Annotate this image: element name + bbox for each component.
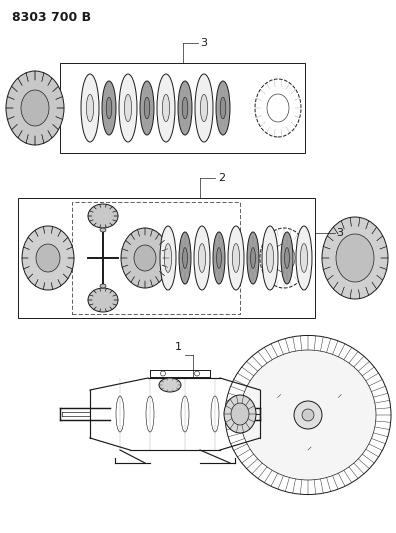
- Bar: [60, 63, 305, 153]
- Ellipse shape: [217, 248, 221, 269]
- Ellipse shape: [251, 248, 255, 269]
- Ellipse shape: [121, 228, 169, 288]
- Ellipse shape: [200, 94, 208, 122]
- Ellipse shape: [102, 81, 116, 135]
- Text: 2: 2: [218, 173, 225, 183]
- Ellipse shape: [232, 244, 240, 272]
- Ellipse shape: [231, 403, 249, 425]
- Bar: [72, 202, 240, 314]
- Bar: [18, 198, 315, 318]
- Text: 1: 1: [175, 342, 182, 352]
- Ellipse shape: [119, 74, 137, 142]
- Ellipse shape: [322, 217, 388, 299]
- Ellipse shape: [281, 232, 293, 284]
- Ellipse shape: [159, 378, 181, 392]
- Ellipse shape: [336, 234, 374, 282]
- Ellipse shape: [198, 244, 206, 272]
- Text: 3: 3: [336, 228, 343, 238]
- Circle shape: [194, 371, 200, 376]
- Ellipse shape: [88, 288, 118, 312]
- Ellipse shape: [162, 94, 169, 122]
- Ellipse shape: [178, 81, 192, 135]
- Ellipse shape: [216, 81, 230, 135]
- Ellipse shape: [224, 395, 256, 433]
- Ellipse shape: [213, 232, 225, 284]
- Ellipse shape: [100, 228, 106, 232]
- Ellipse shape: [160, 226, 176, 290]
- Ellipse shape: [86, 94, 93, 122]
- Ellipse shape: [296, 226, 312, 290]
- Circle shape: [160, 371, 166, 376]
- Ellipse shape: [240, 350, 376, 480]
- Ellipse shape: [183, 248, 187, 269]
- Ellipse shape: [124, 94, 131, 122]
- Ellipse shape: [228, 226, 244, 290]
- Ellipse shape: [88, 204, 118, 228]
- Ellipse shape: [81, 74, 99, 142]
- Ellipse shape: [267, 244, 274, 272]
- Ellipse shape: [21, 90, 49, 126]
- Text: 3: 3: [200, 38, 207, 48]
- Ellipse shape: [294, 401, 322, 429]
- Ellipse shape: [247, 232, 259, 284]
- Ellipse shape: [302, 409, 314, 421]
- Ellipse shape: [157, 74, 175, 142]
- Ellipse shape: [144, 97, 150, 119]
- Ellipse shape: [106, 97, 112, 119]
- Text: 8303 700 B: 8303 700 B: [12, 11, 91, 24]
- Ellipse shape: [140, 81, 154, 135]
- Ellipse shape: [285, 248, 289, 269]
- Ellipse shape: [195, 74, 213, 142]
- Ellipse shape: [262, 226, 278, 290]
- Ellipse shape: [194, 226, 210, 290]
- Ellipse shape: [134, 245, 156, 271]
- Ellipse shape: [36, 244, 60, 272]
- Ellipse shape: [100, 284, 106, 288]
- Ellipse shape: [179, 232, 191, 284]
- Ellipse shape: [22, 226, 74, 290]
- Ellipse shape: [6, 71, 64, 145]
- Ellipse shape: [182, 97, 188, 119]
- Ellipse shape: [220, 97, 226, 119]
- Ellipse shape: [164, 244, 171, 272]
- Ellipse shape: [301, 244, 308, 272]
